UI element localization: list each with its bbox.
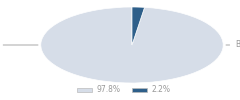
Text: WHITE: WHITE xyxy=(0,40,38,50)
FancyBboxPatch shape xyxy=(132,88,147,92)
Text: 2.2%: 2.2% xyxy=(152,86,171,94)
Wedge shape xyxy=(41,7,223,83)
FancyBboxPatch shape xyxy=(77,88,92,92)
Text: 97.8%: 97.8% xyxy=(97,86,121,94)
Wedge shape xyxy=(132,7,144,45)
Text: BLACK: BLACK xyxy=(226,40,240,50)
